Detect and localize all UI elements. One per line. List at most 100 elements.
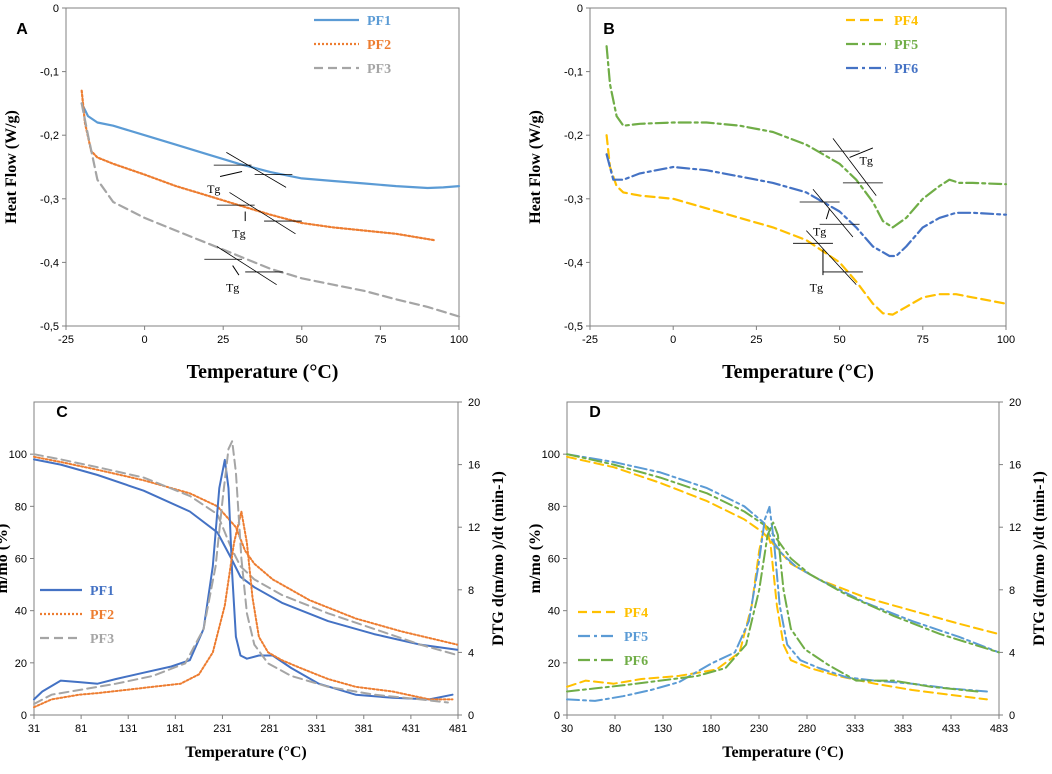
legend-label-pf6: PF6 [624, 654, 648, 669]
series-line-pf1 [80, 102, 461, 190]
tangent-line [832, 138, 877, 196]
tg-label: Tg [860, 153, 873, 167]
series-line-pf1-dtg [33, 458, 454, 701]
y-axis-label: m/mo (%) [527, 524, 544, 594]
panel-letter: C [56, 404, 68, 421]
tg-label: Tg [232, 226, 245, 240]
x-tick-label: 433 [942, 723, 960, 735]
y2-tick-label: 16 [1009, 460, 1021, 472]
y2-axis-label: DTG d(m/mo )/dt (min-1) [1031, 471, 1048, 646]
y-tick-label: -0,4 [40, 257, 59, 269]
legend-label-pf4: PF4 [894, 14, 918, 29]
y2-tick-label: 0 [1009, 710, 1015, 722]
y-tick-label: 80 [15, 501, 27, 513]
panel-letter: A [16, 21, 28, 38]
y-tick-label: 100 [9, 449, 27, 461]
legend-label-pf1: PF1 [90, 584, 114, 599]
x-tick-label: 383 [894, 723, 912, 735]
series-line-pf3 [80, 102, 461, 318]
x-tick-label: 50 [296, 334, 308, 346]
tg-label: Tg [207, 182, 220, 196]
x-tick-label: 75 [374, 334, 386, 346]
y-tick-label: 0 [577, 3, 583, 15]
y2-tick-label: 8 [468, 585, 474, 597]
tg-label: Tg [810, 280, 823, 294]
legend-label-pf6: PF6 [894, 62, 918, 77]
y-axis-label: Heat Flow (W/g) [527, 110, 544, 224]
y2-tick-label: 12 [468, 522, 480, 534]
y2-tick-label: 12 [1009, 522, 1021, 534]
series-line-pf3-dtg [33, 440, 449, 705]
x-tick-label: 230 [750, 723, 768, 735]
y-axis-label: m/mo (%) [0, 524, 11, 594]
x-tick-label: 131 [119, 723, 137, 735]
x-tick-label: 281 [260, 723, 278, 735]
x-tick-label: 0 [670, 334, 676, 346]
y-tick-label: -0,1 [564, 67, 583, 79]
x-tick-label: 100 [997, 334, 1015, 346]
y-tick-label: 100 [542, 449, 560, 461]
y-tick-label: -0,3 [40, 194, 59, 206]
series-line-pf2 [80, 89, 435, 242]
series-line-pf5-dtg [566, 505, 988, 702]
tg-arrow [219, 170, 243, 178]
tangent-line [229, 192, 296, 235]
y2-tick-label: 20 [1009, 397, 1021, 409]
legend-label-pf1: PF1 [367, 14, 391, 29]
x-tick-label: 0 [142, 334, 148, 346]
x-tick-label: 231 [213, 723, 231, 735]
panel-letter: B [603, 21, 615, 38]
y-tick-label: -0,4 [564, 257, 583, 269]
series-line-pf2-dtg [33, 510, 454, 709]
y2-tick-label: 4 [1009, 647, 1015, 659]
y-tick-label: 60 [548, 554, 560, 566]
x-tick-label: 431 [402, 723, 420, 735]
y2-tick-label: 16 [468, 460, 480, 472]
y-axis-label: Heat Flow (W/g) [3, 110, 20, 224]
series-line-pf4 [605, 134, 1008, 316]
x-tick-label: 50 [833, 334, 845, 346]
y-tick-label: -0,2 [40, 130, 59, 142]
tg-arrow [232, 265, 240, 276]
tg-arrow [849, 147, 874, 158]
x-tick-label: 280 [798, 723, 816, 735]
legend-label-pf2: PF2 [367, 38, 391, 53]
series-line-pf6 [605, 153, 1008, 258]
x-tick-label: 333 [846, 723, 864, 735]
x-tick-label: 75 [917, 334, 929, 346]
y2-tick-label: 8 [1009, 585, 1015, 597]
y2-tick-label: 0 [468, 710, 474, 722]
legend-label-pf3: PF3 [90, 632, 114, 647]
x-tick-label: -25 [58, 334, 74, 346]
y-tick-label: 40 [15, 606, 27, 618]
y-tick-label: -0,2 [564, 130, 583, 142]
x-tick-label: 25 [217, 334, 229, 346]
y-tick-label: -0,3 [564, 194, 583, 206]
series-line-pf5 [605, 45, 1008, 229]
x-axis-label: Temperature (°C) [185, 744, 306, 761]
y2-tick-label: 4 [468, 647, 474, 659]
y-tick-label: 80 [548, 501, 560, 513]
y-tick-label: 40 [548, 606, 560, 618]
panel-b: -25 0 25 50 75 100 0 -0,1 -0,2 -0,3 -0,4 -0,5 Temper… [527, 3, 1015, 383]
legend-label-pf5: PF5 [624, 630, 648, 645]
tangent-line [806, 230, 857, 285]
series-line-pf5-mass [566, 453, 1000, 654]
y-tick-label: 0 [53, 3, 59, 15]
y-tick-label: 20 [15, 658, 27, 670]
x-tick-label: 31 [28, 723, 40, 735]
panel-d: 30 80 130 180 230 280 333 383 433 483020406080100… [527, 397, 1048, 761]
tangent-line [226, 152, 287, 188]
legend-label-pf5: PF5 [894, 38, 918, 53]
x-axis-label: Temperature (°C) [187, 361, 339, 383]
x-tick-label: 483 [990, 723, 1008, 735]
tangent-line [812, 189, 854, 238]
y-tick-label: -0,5 [40, 321, 59, 333]
x-tick-label: 180 [702, 723, 720, 735]
legend-label-pf4: PF4 [624, 606, 648, 621]
x-tick-label: 130 [654, 723, 672, 735]
x-axis-label: Temperature (°C) [722, 744, 843, 761]
panel-letter: D [589, 404, 601, 421]
x-tick-label: 81 [75, 723, 87, 735]
